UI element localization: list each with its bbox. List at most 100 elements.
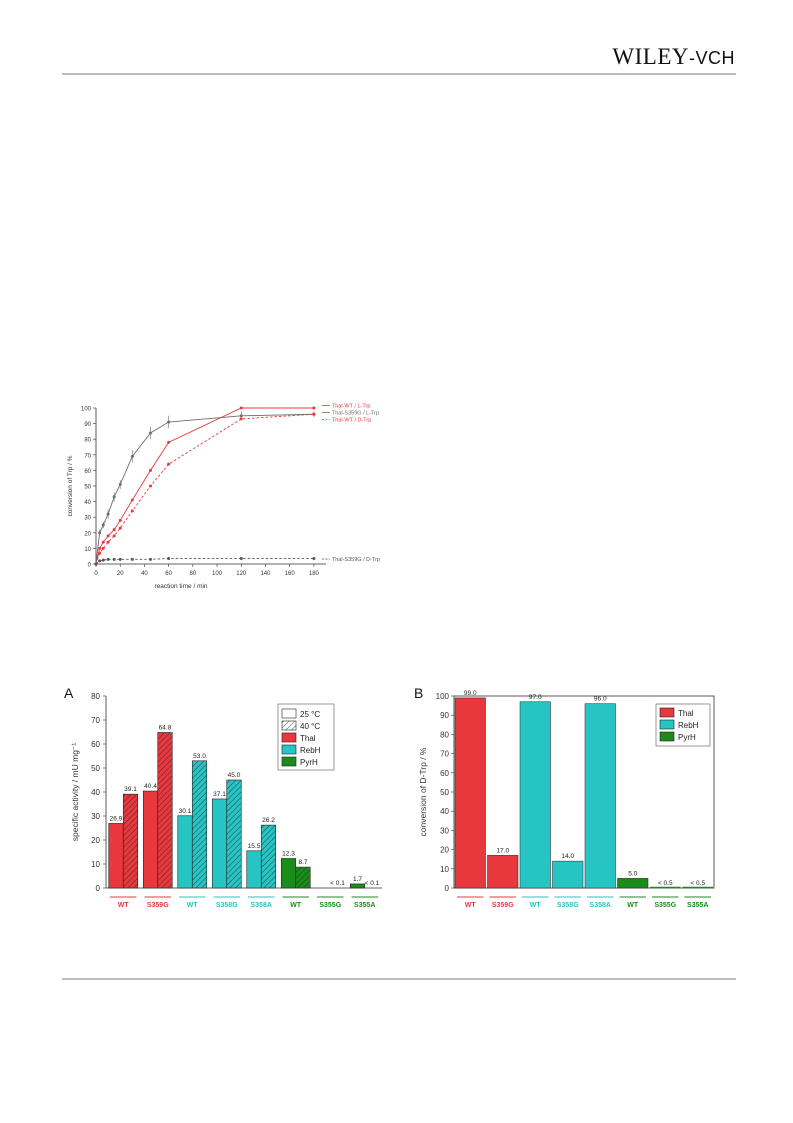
data-point — [167, 420, 171, 424]
group-label: S355A — [687, 902, 708, 909]
x-tick-label: 140 — [260, 571, 271, 577]
group-label: WT — [290, 902, 302, 909]
header-divider — [62, 73, 736, 75]
legend-swatch — [281, 732, 297, 743]
y-tick-label: 80 — [91, 692, 100, 701]
data-point — [167, 557, 171, 561]
data-point — [106, 512, 110, 516]
bar-value-label: 12.3 — [282, 850, 295, 857]
data-point — [312, 412, 316, 416]
bar — [211, 798, 228, 889]
data-point — [101, 540, 105, 544]
bar — [226, 779, 242, 889]
data-point — [130, 557, 134, 561]
bar-value-label: 15.5 — [248, 843, 261, 850]
x-tick-label: 0 — [94, 571, 98, 577]
bar-value-label: 26.2 — [262, 817, 275, 824]
y-tick-label: 40 — [91, 788, 100, 797]
bar-value-label: < 0.5 — [658, 880, 673, 887]
y-tick-label: 90 — [440, 711, 449, 720]
legend-label: Thal — [678, 709, 694, 718]
group-label: WT — [118, 902, 130, 909]
y-tick-label: 0 — [96, 884, 101, 893]
bar — [295, 866, 311, 889]
bar-value-label: 14.0 — [561, 853, 574, 860]
series-line — [95, 558, 314, 565]
bar — [191, 760, 208, 889]
legend-label: RebH — [300, 746, 321, 755]
bar-value-label: 30.1 — [179, 808, 192, 815]
y-tick-label: 10 — [91, 860, 100, 869]
time-course-line-chart: 0 10 20 30 40 50 60 70 80 90 100 0 20 40 60 80 100 120 140… — [67, 404, 380, 591]
y-tick-label: 30 — [440, 826, 449, 835]
series-line — [95, 407, 314, 565]
group-label: S358G — [557, 902, 579, 909]
y-tick-label: 20 — [440, 846, 449, 855]
x-tick-label: 120 — [236, 571, 247, 577]
group-label: S358A — [251, 902, 272, 909]
y-tick-label: 0 — [445, 884, 450, 893]
y-tick-label: 20 — [91, 836, 100, 845]
footer-divider — [62, 978, 736, 980]
bar-value-label: 96.0 — [594, 696, 607, 703]
bar-value-label: 97.0 — [529, 694, 542, 701]
y-tick-label: 100 — [81, 407, 92, 413]
legend-label: Thal-S359G / L-Trp — [332, 411, 379, 417]
bar-value-label: 45.0 — [228, 772, 241, 779]
wiley-vch-logo: WILEY-VCH — [612, 44, 735, 70]
legend-label: Thal-WT / D-Trp — [332, 418, 371, 424]
specific-activity-bar-chart: A 0 10 20 30 40 50 60 70 80 specific activity / mU… — [64, 685, 382, 909]
data-point — [239, 414, 243, 418]
y-tick-label: 10 — [84, 547, 91, 553]
data-point — [112, 495, 116, 499]
bar — [349, 883, 366, 889]
legend-swatch — [281, 756, 297, 767]
x-tick-label: 180 — [309, 571, 320, 577]
bar — [177, 815, 193, 889]
data-point — [101, 523, 105, 527]
bar — [487, 855, 519, 889]
data-point — [112, 557, 116, 561]
x-tick-label: 80 — [189, 571, 196, 577]
legend-label: RebH — [678, 721, 699, 730]
bar — [454, 697, 486, 889]
x-axis-label: reaction time / min — [154, 583, 207, 590]
y-tick-label: 60 — [84, 469, 91, 475]
data-point — [112, 528, 116, 532]
bar — [617, 878, 649, 889]
bar — [142, 790, 159, 889]
bar-value-label: 37.1 — [213, 791, 226, 798]
bar-value-label: 53.0 — [193, 753, 206, 760]
data-point — [106, 540, 110, 544]
group-label: WT — [465, 902, 477, 909]
data-point — [112, 534, 116, 538]
data-point — [130, 454, 134, 458]
legend-swatch — [281, 720, 297, 731]
group-label: S355A — [354, 902, 375, 909]
x-tick-label: 40 — [141, 571, 148, 577]
bar-value-label: 40.4 — [144, 783, 157, 790]
legend-label: PyrH — [300, 758, 318, 767]
data-point — [106, 557, 110, 561]
series-line — [95, 413, 314, 565]
x-tick-label: 60 — [165, 571, 172, 577]
group-label: S355G — [319, 902, 341, 909]
bar-value-label: 5.0 — [628, 870, 637, 877]
bar — [157, 732, 173, 889]
y-tick-label: 70 — [84, 453, 91, 459]
y-tick-label: 10 — [440, 865, 449, 874]
legend-swatch — [659, 707, 675, 718]
group-label: S355G — [654, 902, 676, 909]
data-point — [239, 406, 243, 410]
legend-swatch — [659, 731, 675, 742]
bar-value-label: 17.0 — [496, 847, 509, 854]
y-tick-label: 100 — [436, 692, 450, 701]
y-tick-label: 30 — [91, 812, 100, 821]
data-point — [106, 534, 110, 538]
data-point — [130, 498, 134, 502]
y-axis-label: specific activity / mU mg⁻¹ — [70, 743, 80, 842]
bar-value-label: 8.7 — [298, 859, 307, 866]
data-point — [98, 559, 102, 563]
legend-label: Thal — [300, 734, 316, 743]
data-point — [98, 551, 102, 555]
